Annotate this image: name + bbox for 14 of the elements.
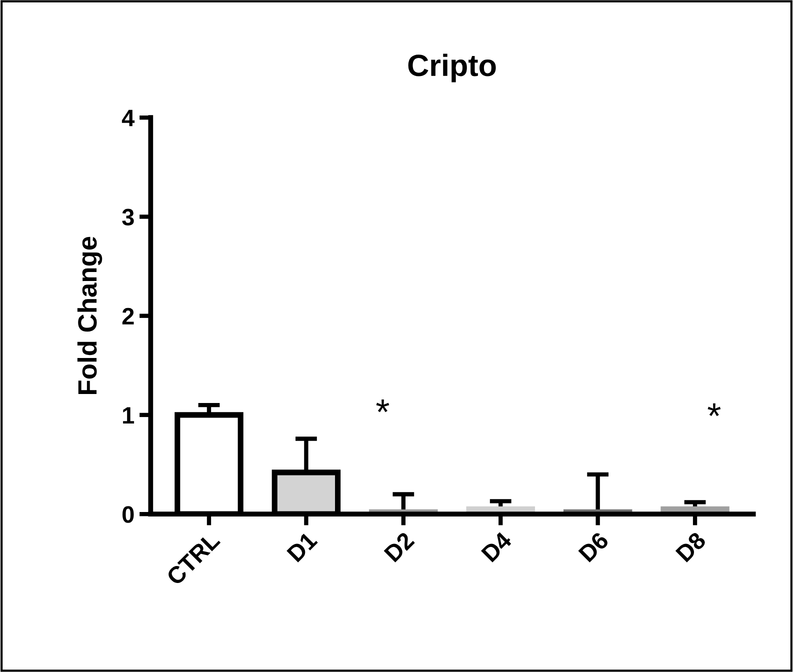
chart-title: Cripto xyxy=(408,54,496,82)
x-tick-label: D4 xyxy=(481,530,513,562)
x-tick-label: D6 xyxy=(578,531,610,563)
y-tick-label: 3 xyxy=(122,208,134,226)
annotation: * xyxy=(708,403,721,416)
y-tick-label: 0 xyxy=(122,506,134,523)
y-tick-label: 4 xyxy=(122,110,135,126)
y-tick-label: 1 xyxy=(123,407,134,424)
x-tick-label: D2 xyxy=(384,531,415,562)
x-tick-label: D1 xyxy=(286,531,318,562)
x-tick-label: D8 xyxy=(675,531,707,563)
annotation: * xyxy=(376,399,390,412)
y-axis-title: Fold Change xyxy=(77,236,102,394)
y-tick-label: 2 xyxy=(122,308,134,324)
